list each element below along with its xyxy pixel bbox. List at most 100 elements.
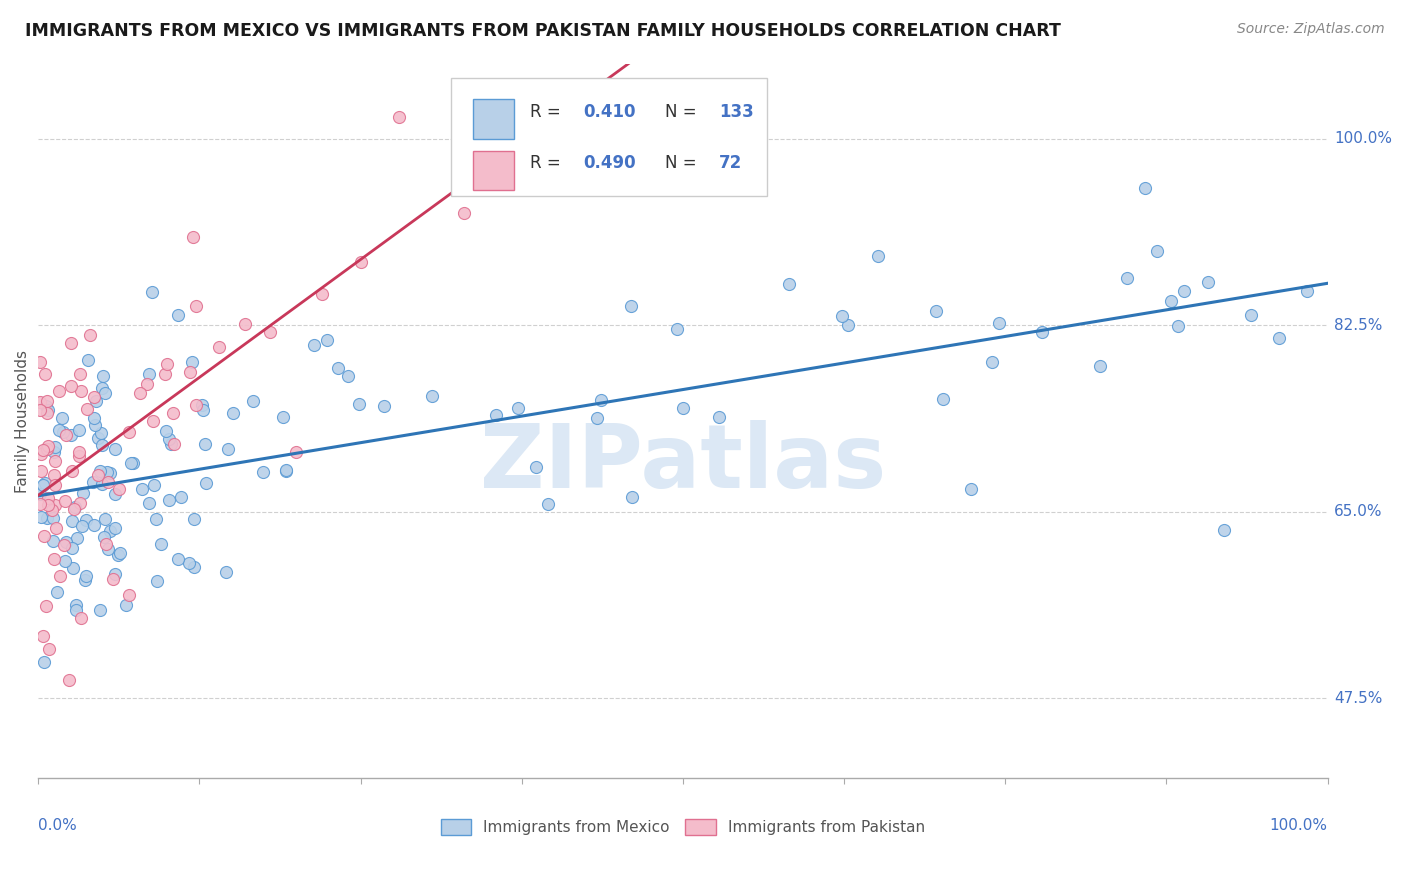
Point bbox=[215, 565, 238, 579]
Point bbox=[217, 442, 239, 456]
Point bbox=[138, 367, 160, 381]
Point bbox=[69, 496, 91, 510]
Point bbox=[373, 399, 395, 413]
Text: 82.5%: 82.5% bbox=[1334, 318, 1382, 333]
Text: 0.410: 0.410 bbox=[583, 103, 636, 121]
Point bbox=[65, 602, 87, 616]
Point bbox=[69, 367, 91, 381]
Point bbox=[150, 537, 173, 551]
Point bbox=[1295, 284, 1317, 298]
Point bbox=[155, 424, 177, 438]
Point bbox=[117, 425, 139, 439]
Point bbox=[586, 410, 609, 425]
Point bbox=[837, 318, 859, 332]
Point bbox=[1115, 271, 1137, 285]
FancyBboxPatch shape bbox=[472, 151, 515, 190]
Point bbox=[84, 417, 107, 432]
Point bbox=[142, 414, 165, 428]
Point bbox=[97, 542, 120, 557]
Point bbox=[89, 602, 111, 616]
Text: 0.0%: 0.0% bbox=[38, 817, 77, 832]
Point bbox=[63, 501, 86, 516]
Point bbox=[138, 496, 160, 510]
Point bbox=[194, 437, 217, 451]
Point bbox=[55, 427, 77, 442]
Point bbox=[76, 352, 98, 367]
Point bbox=[41, 503, 63, 517]
Point bbox=[70, 518, 93, 533]
Point bbox=[349, 255, 371, 269]
Point bbox=[37, 439, 59, 453]
Point bbox=[72, 485, 94, 500]
Point bbox=[83, 517, 105, 532]
Point bbox=[90, 381, 112, 395]
Point bbox=[925, 303, 948, 318]
Point bbox=[58, 673, 80, 687]
Point bbox=[326, 360, 349, 375]
Point bbox=[120, 456, 142, 470]
Point bbox=[30, 354, 52, 368]
Point bbox=[60, 378, 83, 392]
Point bbox=[932, 392, 955, 406]
Point bbox=[84, 394, 107, 409]
Point bbox=[252, 466, 274, 480]
Point bbox=[191, 398, 214, 412]
Point bbox=[69, 611, 91, 625]
Point bbox=[115, 598, 138, 612]
Point bbox=[52, 425, 75, 440]
Point bbox=[1088, 359, 1111, 373]
Point bbox=[69, 445, 91, 459]
Point bbox=[89, 464, 111, 478]
Point bbox=[104, 567, 127, 582]
Point bbox=[104, 442, 127, 456]
Point bbox=[30, 509, 52, 524]
Point bbox=[59, 336, 82, 351]
Point bbox=[98, 524, 121, 538]
Point bbox=[163, 436, 186, 450]
Point bbox=[135, 376, 157, 391]
Point bbox=[208, 340, 231, 354]
Point bbox=[453, 205, 475, 219]
Point bbox=[32, 529, 55, 543]
Point bbox=[96, 465, 118, 479]
Point bbox=[233, 317, 256, 331]
Point bbox=[32, 443, 55, 458]
Point bbox=[48, 423, 70, 437]
Point bbox=[274, 463, 297, 477]
Point bbox=[304, 338, 326, 352]
Point bbox=[1133, 181, 1156, 195]
Point bbox=[166, 552, 188, 566]
Point bbox=[157, 492, 180, 507]
Point bbox=[179, 557, 201, 571]
Point bbox=[183, 560, 205, 574]
Point bbox=[60, 541, 83, 556]
Point bbox=[44, 478, 66, 492]
Point bbox=[183, 512, 205, 526]
FancyBboxPatch shape bbox=[451, 78, 766, 196]
Point bbox=[46, 584, 69, 599]
Point bbox=[536, 497, 558, 511]
Point bbox=[1197, 275, 1219, 289]
Point bbox=[195, 475, 218, 490]
Y-axis label: Family Households: Family Households bbox=[15, 350, 30, 492]
Point bbox=[83, 390, 105, 404]
Point bbox=[620, 490, 643, 504]
Point bbox=[28, 403, 51, 417]
Point bbox=[91, 438, 114, 452]
Point bbox=[53, 494, 76, 508]
Point bbox=[349, 397, 371, 411]
Point bbox=[122, 456, 145, 470]
Point bbox=[336, 369, 359, 384]
Point bbox=[37, 393, 59, 408]
Point bbox=[35, 599, 58, 614]
Point bbox=[89, 425, 111, 440]
Point bbox=[1031, 325, 1053, 339]
Point bbox=[32, 656, 55, 670]
Legend: Immigrants from Mexico, Immigrants from Pakistan: Immigrants from Mexico, Immigrants from … bbox=[440, 819, 925, 835]
Text: 65.0%: 65.0% bbox=[1334, 504, 1382, 519]
Point bbox=[388, 111, 411, 125]
Point bbox=[66, 531, 89, 545]
Point bbox=[28, 395, 51, 409]
Point bbox=[44, 498, 66, 512]
Point bbox=[311, 287, 333, 301]
